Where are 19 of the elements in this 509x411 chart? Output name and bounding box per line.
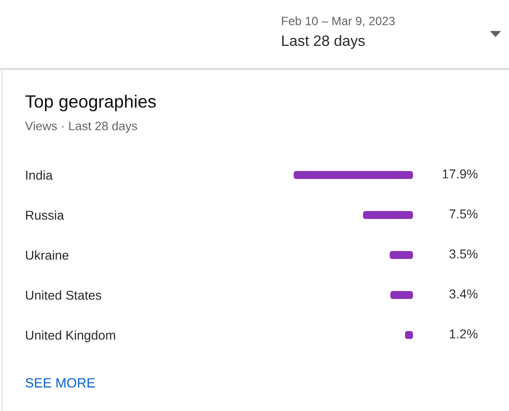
y-tick-label: United Kingdom bbox=[26, 330, 116, 342]
data-label: 17.9% bbox=[442, 169, 478, 178]
text: Views · Last 28 days bbox=[25, 121, 138, 133]
bar bbox=[363, 211, 413, 219]
y-tick-label: United States bbox=[26, 290, 102, 300]
bar bbox=[390, 251, 413, 259]
y-tick-label: Russia bbox=[26, 210, 64, 220]
text: Last 28 days bbox=[282, 35, 365, 49]
text: SEE MORE bbox=[26, 378, 95, 388]
data-label: 3.5% bbox=[449, 249, 478, 258]
data-label: 7.5% bbox=[450, 209, 478, 218]
y-tick-label: Ukraine bbox=[26, 250, 68, 260]
text: Top geographies bbox=[25, 94, 156, 112]
text: Feb 10 – Mar 9, 2023 bbox=[282, 16, 395, 27]
bar bbox=[390, 291, 413, 299]
data-label: 3.4% bbox=[449, 289, 478, 298]
y-tick-label: India bbox=[26, 170, 53, 180]
data-label: 1.2% bbox=[450, 329, 478, 338]
bar bbox=[294, 171, 413, 179]
